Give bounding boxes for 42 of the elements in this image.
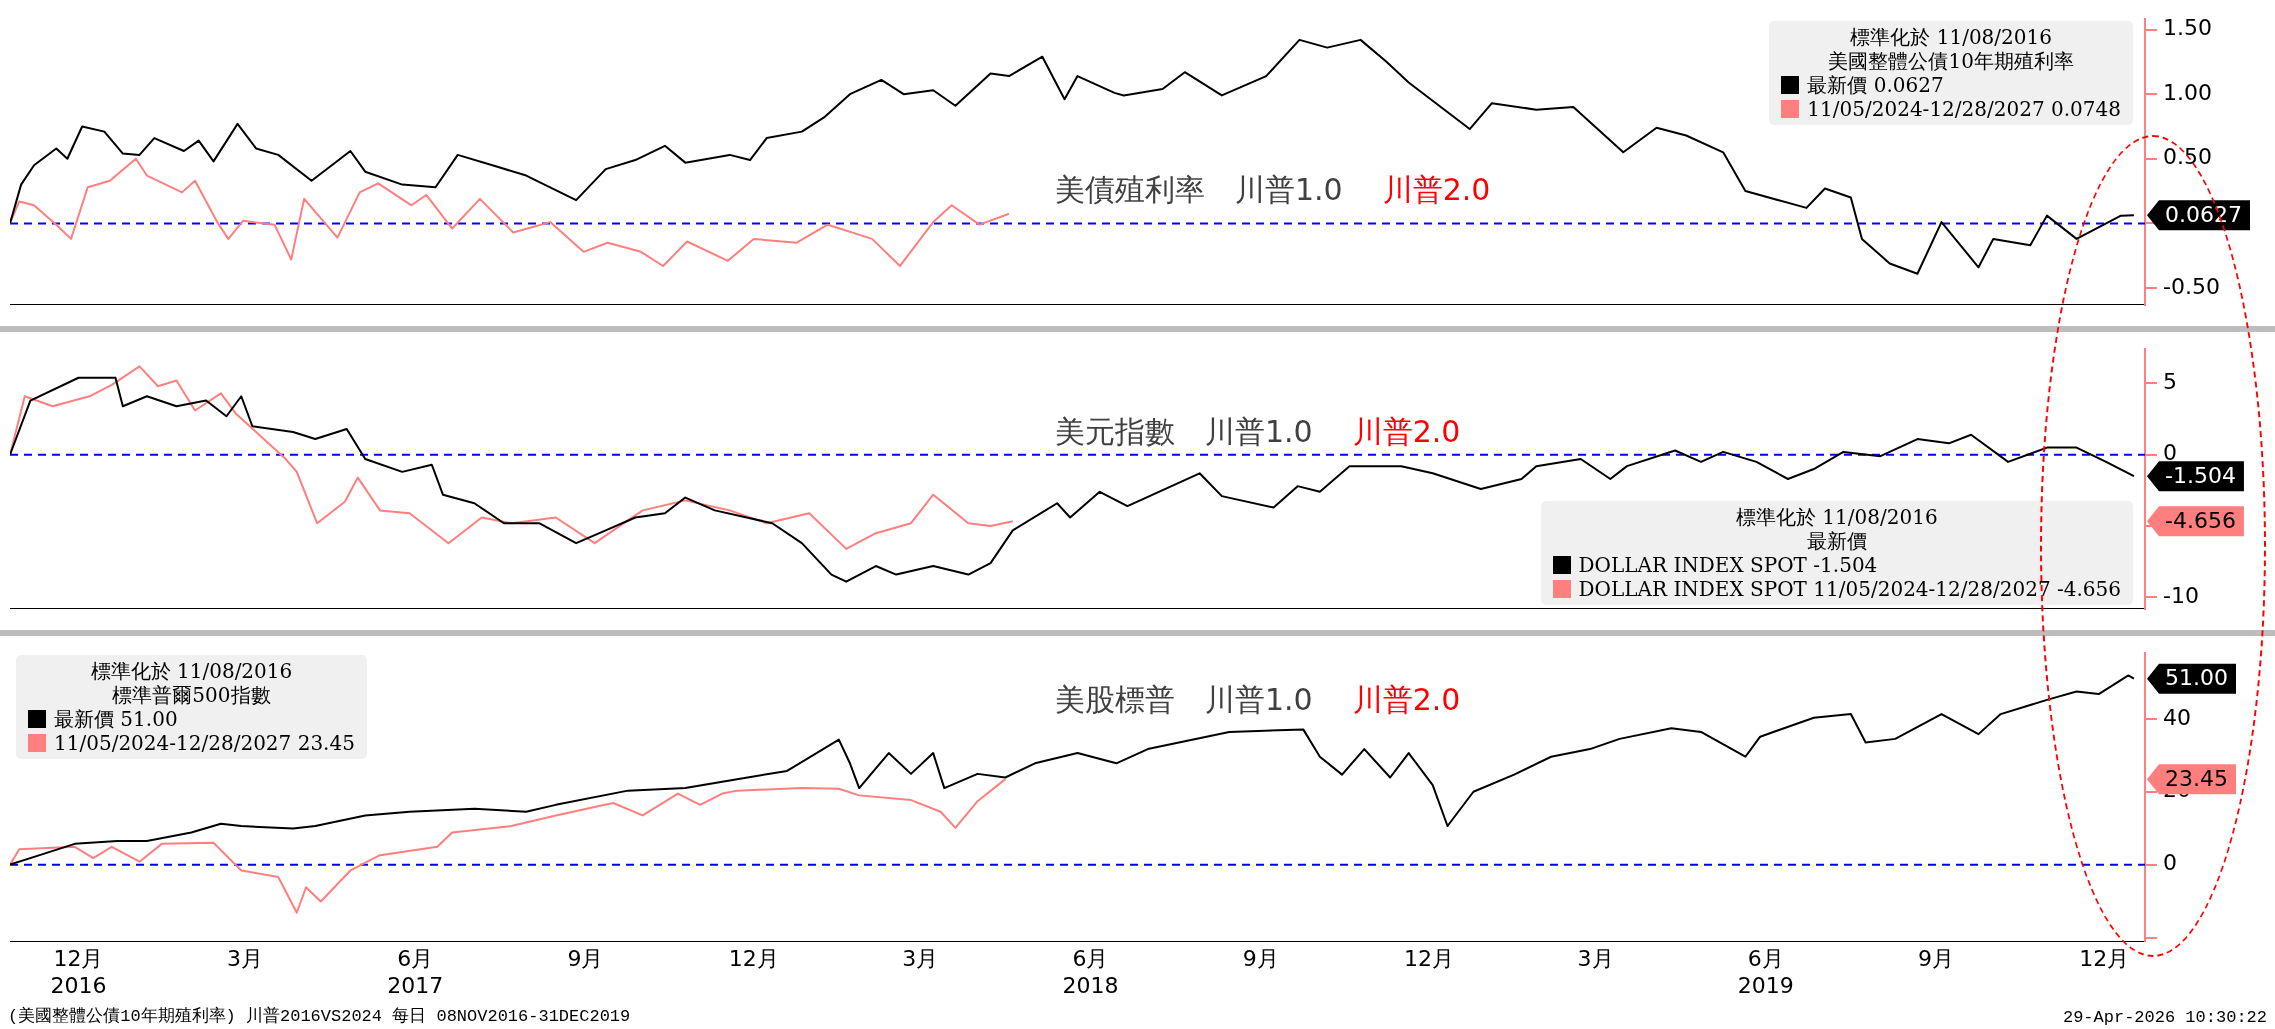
- text: 美股標普 川普1.0: [1055, 682, 1313, 717]
- legend-label: DOLLAR INDEX SPOT -1.504: [1578, 552, 1878, 577]
- y-tick-label: 0: [2163, 850, 2177, 876]
- x-tick-label: 6月 2019: [1737, 946, 1794, 998]
- text: (美國整體公債10年期殖利率) 川普2016VS2024 每日 08NOV2016-31DEC2019: [8, 1005, 631, 1027]
- text: 29-Apr-2026 10:30:22: [2062, 1008, 2267, 1027]
- legend-label: 11/05/2024-12/28/2027 23.45: [54, 731, 355, 756]
- x-tick-label: 9月: [1242, 946, 1279, 972]
- legend-title: 標準化於 11/08/2016 美國整體公債10年期殖利率: [1827, 25, 2075, 74]
- legend-title: 標準化於 11/08/2016 標準普爾500指數: [89, 659, 294, 708]
- legend-label: 最新價 51.00: [54, 707, 178, 732]
- text: -4.656: [2165, 507, 2236, 533]
- text: 美元指數 川普1.0: [1055, 414, 1313, 449]
- legend-label: DOLLAR INDEX SPOT 11/05/2024-12/28/2027 -4.656: [1578, 576, 2121, 601]
- y-tick-label: -0.50: [2163, 273, 2220, 299]
- text: 川普2.0: [1352, 414, 1461, 449]
- text: 0.0627: [2165, 202, 2242, 227]
- x-tick-label: 9月: [567, 946, 604, 972]
- x-tick-label: 9月: [1917, 946, 1954, 972]
- y-tick-label: 1.00: [2163, 79, 2212, 105]
- text: 川普2.0: [1382, 172, 1491, 207]
- x-tick-label: 6月 2017: [387, 946, 444, 998]
- y-tick-label: 1.50: [2163, 15, 2212, 41]
- x-tick-label: 3月: [226, 946, 263, 972]
- text: 美債殖利率 川普1.0: [1055, 172, 1343, 207]
- y-tick-label: 0.50: [2163, 144, 2212, 170]
- y-tick-label: 5: [2163, 369, 2177, 395]
- x-tick-label: 12月: [2079, 946, 2130, 972]
- x-tick-label: 3月: [1577, 946, 1614, 972]
- text: 23.45: [2165, 765, 2228, 791]
- text: 川普2.0: [1352, 682, 1461, 717]
- x-tick-label: 12月: [1404, 946, 1455, 972]
- x-tick-label: 12月 2016: [50, 946, 107, 998]
- y-tick-label: 40: [2163, 704, 2191, 730]
- y-tick-label: -10: [2163, 583, 2199, 609]
- legend-label: 11/05/2024-12/28/2027 0.0748: [1807, 97, 2121, 122]
- x-tick-label: 3月: [902, 946, 939, 972]
- legend-label: 最新價 0.0627: [1807, 73, 1944, 98]
- legend-title: 標準化於 11/08/2016 最新價: [1734, 504, 1939, 553]
- text: 51.00: [2165, 665, 2228, 691]
- x-tick-label: 12月: [728, 946, 779, 972]
- x-tick-label: 6月 2018: [1062, 946, 1119, 998]
